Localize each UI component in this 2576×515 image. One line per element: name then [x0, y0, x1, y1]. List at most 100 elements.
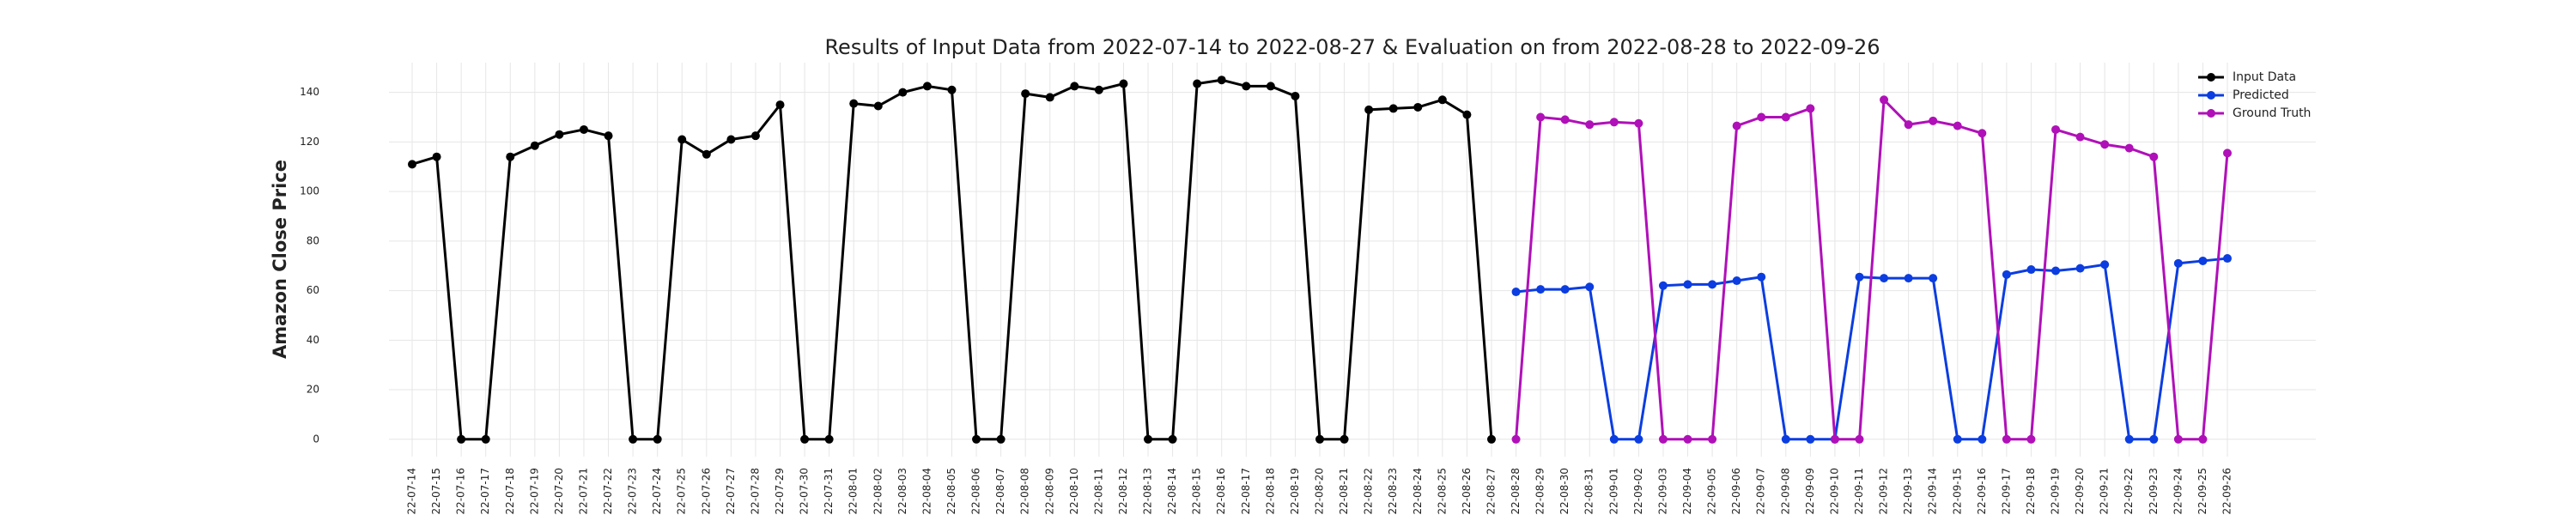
x-tick-label: 2022-09-25: [2196, 468, 2208, 515]
x-tick-label: 2022-09-21: [2099, 468, 2111, 515]
data-point: [1708, 434, 1717, 444]
x-tick-label: 2022-07-15: [430, 468, 442, 515]
data-point: [2075, 264, 2085, 273]
data-point: [2075, 132, 2085, 142]
data-point: [1855, 434, 1864, 444]
data-point: [1634, 434, 1643, 444]
y-tick-label: 40: [307, 334, 319, 346]
x-tick-label: 2022-07-28: [749, 468, 761, 515]
data-point: [2026, 265, 2036, 275]
x-tick-label: 2022-08-10: [1068, 468, 1080, 515]
x-tick-label: 2022-09-07: [1755, 468, 1767, 515]
legend-marker: [2207, 91, 2215, 100]
x-tick-label: 2022-09-09: [1804, 468, 1816, 515]
data-point: [1658, 281, 1668, 290]
data-point: [972, 434, 981, 444]
data-point: [2223, 254, 2232, 264]
x-tick-label: 2022-09-23: [2148, 468, 2160, 515]
data-point: [579, 124, 588, 134]
x-tick-label: 2022-08-22: [1363, 468, 1375, 515]
x-tick-label: 2022-09-19: [2050, 468, 2062, 515]
data-point: [1560, 115, 1570, 124]
x-tick-label: 2022-08-08: [1019, 468, 1031, 515]
x-tick-label: 2022-08-25: [1436, 468, 1448, 515]
data-point: [1806, 434, 1815, 444]
y-tick-label: 60: [307, 284, 319, 296]
x-tick-label: 2022-08-20: [1314, 468, 1326, 515]
data-point: [726, 135, 736, 144]
data-point: [408, 160, 416, 169]
data-point: [1388, 104, 1398, 113]
x-tick-label: 2022-09-02: [1632, 468, 1644, 515]
data-point: [1511, 434, 1521, 444]
data-point: [2051, 124, 2061, 134]
x-tick-label: 2022-09-10: [1828, 468, 1840, 515]
data-point: [2124, 143, 2134, 153]
data-point: [1585, 120, 1595, 130]
data-point: [1904, 274, 1913, 283]
x-tick-label: 2022-08-13: [1142, 468, 1154, 515]
data-point: [1437, 95, 1447, 105]
data-point: [1144, 434, 1153, 444]
data-point: [629, 434, 638, 444]
x-tick-label: 2022-09-11: [1853, 468, 1865, 515]
data-point: [702, 149, 711, 159]
x-tick-label: 2022-09-20: [2074, 468, 2086, 515]
data-point: [1953, 121, 1962, 130]
x-tick-label: 2022-08-31: [1583, 468, 1595, 515]
data-point: [432, 152, 441, 161]
data-point: [1757, 272, 1766, 282]
data-point: [1929, 274, 1938, 283]
x-tick-label: 2022-09-26: [2221, 468, 2233, 515]
data-point: [1683, 434, 1692, 444]
data-point: [1340, 434, 1349, 444]
data-point: [2198, 434, 2208, 444]
data-point: [1266, 82, 1275, 91]
x-tick-label: 2022-09-08: [1779, 468, 1791, 515]
x-tick-label: 2022-09-04: [1681, 468, 1693, 515]
data-point: [1560, 285, 1570, 294]
series-line: [1515, 96, 2229, 441]
data-point: [775, 100, 785, 110]
x-tick-label: 2022-08-07: [994, 468, 1006, 515]
data-point: [1536, 285, 1546, 294]
x-tick-label: 2022-09-05: [1706, 468, 1718, 515]
data-point: [1021, 89, 1030, 99]
data-point: [2124, 434, 2134, 444]
data-point: [1193, 79, 1202, 88]
data-point: [1781, 112, 1790, 122]
x-tick-label: 2022-08-12: [1117, 468, 1129, 515]
data-point: [1609, 434, 1619, 444]
data-point: [2002, 434, 2011, 444]
data-point: [1904, 120, 1913, 130]
x-tick-label: 2022-07-20: [553, 468, 565, 515]
x-tick-label: 2022-09-18: [2025, 468, 2037, 515]
data-point: [1683, 280, 1692, 289]
data-point: [1536, 112, 1546, 122]
x-tick-label: 2022-08-28: [1510, 468, 1522, 515]
data-point: [1658, 434, 1668, 444]
x-tick-label: 2022-09-24: [2172, 468, 2184, 515]
chart-title: Results of Input Data from 2022-07-14 to…: [824, 35, 1880, 59]
x-tick-label: 2022-09-16: [1976, 468, 1988, 515]
data-point: [1880, 274, 1889, 283]
data-point: [2051, 266, 2061, 276]
data-point: [653, 434, 662, 444]
x-tick-label: 2022-07-14: [406, 468, 418, 515]
x-tick-label: 2022-09-14: [1927, 468, 1939, 515]
x-tick-label: 2022-07-31: [823, 468, 835, 515]
x-tick-label: 2022-07-16: [455, 468, 467, 515]
data-point: [677, 135, 687, 144]
x-tick-label: 2022-08-27: [1485, 468, 1497, 515]
data-point: [1880, 95, 1889, 105]
data-point: [824, 434, 834, 444]
y-tick-label: 100: [300, 185, 319, 197]
data-point: [1634, 118, 1643, 128]
x-tick-label: 2022-07-18: [504, 468, 516, 515]
legend-label: Predicted: [2233, 88, 2289, 102]
data-point: [1953, 434, 1962, 444]
x-tick-label: 2022-08-01: [848, 468, 860, 515]
x-tick-label: 2022-07-23: [627, 468, 639, 515]
x-tick-label: 2022-09-13: [1902, 468, 1914, 515]
